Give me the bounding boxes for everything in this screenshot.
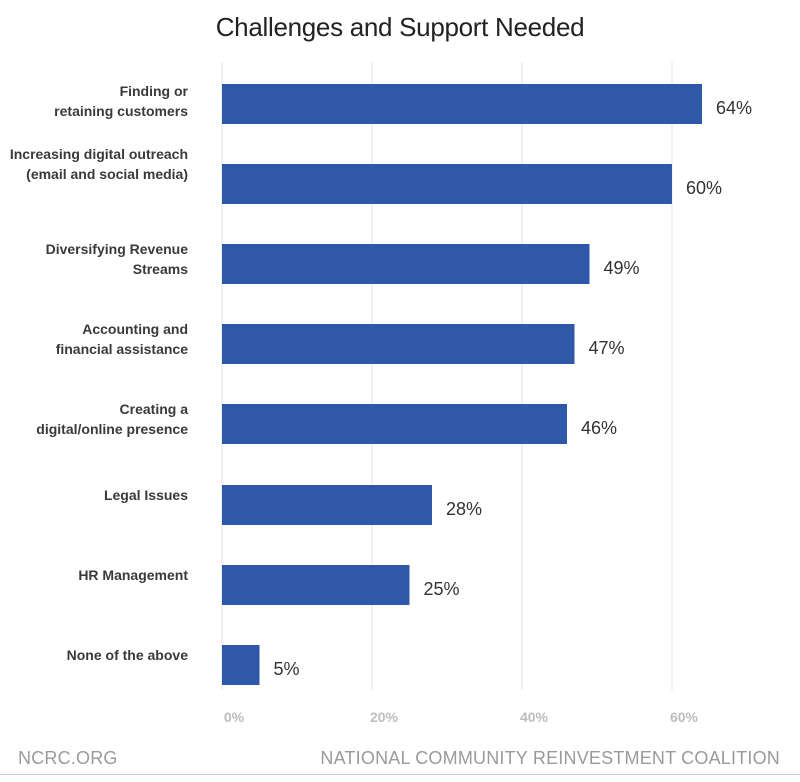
bar-value-label: 28% [446, 499, 482, 519]
bar [222, 324, 575, 364]
category-label: Accounting and financial assistance [56, 321, 189, 357]
footer-divider [0, 774, 800, 775]
category-label: Creating a digital/online presence [36, 401, 188, 437]
bar-value-label: 64% [716, 98, 752, 118]
x-tick-labels: 0% 20% 40% 60% [224, 709, 699, 725]
bar-value-label: 49% [604, 258, 640, 278]
bar-value-label: 5% [274, 659, 300, 679]
category-label: Increasing digital outreach (email and so… [10, 146, 188, 182]
x-tick-label: 20% [370, 709, 399, 725]
x-tick-label: 40% [520, 709, 549, 725]
x-tick-label: 0% [224, 709, 245, 725]
bar [222, 84, 702, 124]
footer-site: NCRC.ORG [18, 748, 118, 768]
bar-value-label: 60% [686, 178, 722, 198]
category-label: Diversifying Revenue Streams [46, 241, 189, 277]
bar [222, 164, 672, 204]
bar-value-label: 25% [424, 579, 460, 599]
bar-value-label: 46% [581, 418, 617, 438]
value-labels: 64% 60% 49% 47% 46% 28% 25% 5% [274, 98, 753, 679]
category-label: HR Management [78, 567, 188, 583]
x-tick-label: 60% [670, 709, 699, 725]
bar [222, 485, 432, 525]
chart-title: Challenges and Support Needed [215, 12, 585, 42]
bar [222, 645, 260, 685]
footer-org: NATIONAL COMMUNITY REINVESTMENT COALITIO… [320, 748, 780, 768]
bar [222, 565, 410, 605]
category-label: None of the above [67, 647, 189, 663]
bar-value-label: 47% [589, 338, 625, 358]
bar [222, 244, 590, 284]
category-label: Legal Issues [104, 487, 188, 503]
category-label: Finding or retaining customers [54, 83, 188, 119]
bars [222, 84, 702, 685]
category-labels: Finding or retaining customers Increasing … [10, 83, 189, 663]
bar [222, 404, 567, 444]
